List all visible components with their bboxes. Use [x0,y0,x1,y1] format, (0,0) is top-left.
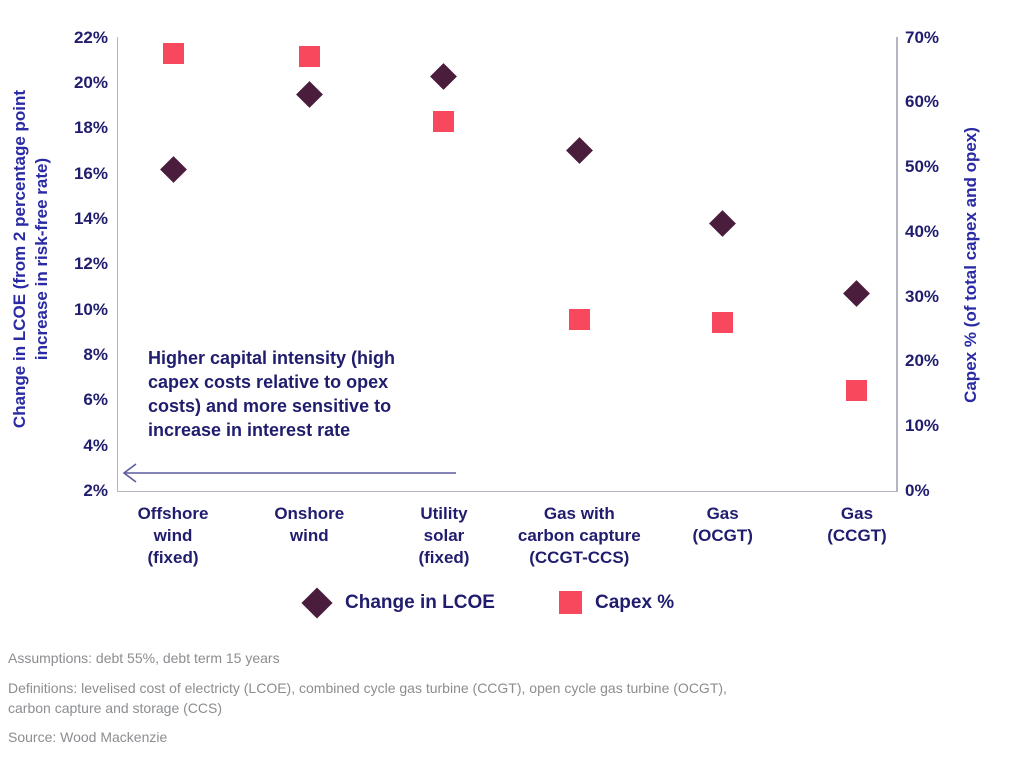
data-point-diamond [709,209,737,237]
category-label: Offshore wind (fixed) [137,504,209,567]
right-axis-line [896,37,898,492]
data-point-diamond [565,137,593,165]
data-point-square [846,380,868,402]
left-axis-line [116,37,118,492]
right-axis-tick-label: 20% [905,351,940,371]
legend-diamond-icon [301,587,333,619]
right-axis-tick-label: 30% [905,286,940,306]
category-label: Utility solar (fixed) [418,504,470,567]
data-point-square [298,46,320,68]
left-axis-title: Change in LCOE (from 2 percentage point … [10,89,51,429]
right-axis-tick-label: 40% [905,221,940,241]
left-axis-tick-label: 10% [73,299,108,319]
right-axis-tick-label: 10% [905,416,940,436]
data-point-square [162,43,184,65]
category-label: Gas (CCGT) [827,504,887,545]
category-label: Gas with carbon capture (CCGT-CCS) [517,504,641,567]
right-axis-tick-label: 60% [905,92,940,112]
right-axis-tick-label: 70% [905,27,940,47]
category-label: Gas (OCGT) [692,504,753,545]
left-axis-tick-label: 6% [83,390,108,410]
data-point-square [433,111,455,133]
right-axis-title: Capex % (of total capex and opex) [961,127,980,403]
data-point-square [568,308,590,330]
footer-assumptions: Assumptions: debt 55%, debt term 15 year… [8,650,280,666]
category-label: Onshore wind [274,504,345,545]
annotation-text: Higher capital intensity (high capex cos… [148,348,396,440]
data-point-square [712,312,734,334]
left-axis-tick-label: 4% [83,435,108,455]
x-axis-line [116,490,898,492]
data-point-diamond [295,80,323,108]
footer-definitions: Definitions: levelised cost of electrict… [8,680,727,716]
left-axis-tick-label: 14% [73,208,108,228]
data-point-diamond [159,155,187,183]
left-axis-tick-label: 18% [73,118,108,138]
footer-source: Source: Wood Mackenzie [8,729,168,745]
data-point-diamond [430,62,458,90]
left-axis-tick-label: 2% [83,481,108,500]
right-axis-tick-label: 50% [905,157,940,177]
left-axis-tick-label: 16% [73,163,108,183]
left-arrow-icon [122,463,456,483]
legend-label-capex: Capex % [595,592,675,613]
legend-square-icon [559,591,582,614]
data-point-diamond [843,280,871,308]
left-axis-tick-label: 12% [73,254,108,274]
right-axis-tick-label: 0% [905,481,930,500]
left-axis-tick-label: 22% [73,27,108,47]
legend-label-change-in-lcoe: Change in LCOE [345,592,495,613]
left-axis-tick-label: 20% [73,72,108,92]
left-axis-tick-label: 8% [83,344,108,364]
